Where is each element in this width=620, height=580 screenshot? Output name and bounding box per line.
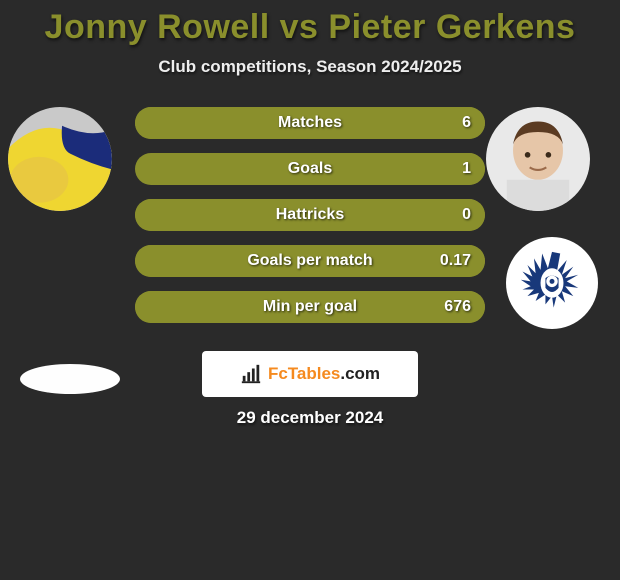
subtitle: Club competitions, Season 2024/2025 (0, 57, 620, 77)
stat-row: Goals1 (135, 153, 485, 185)
date-label: 29 december 2024 (0, 408, 620, 428)
stat-label: Goals per match (135, 245, 485, 277)
comparison-card: Jonny Rowell vs Pieter Gerkens Club comp… (0, 0, 620, 580)
stat-value-right: 676 (444, 291, 471, 323)
stat-label: Min per goal (135, 291, 485, 323)
stat-bars: Matches6Goals1Hattricks0Goals per match0… (135, 107, 485, 337)
stat-value-right: 0 (462, 199, 471, 231)
club-right-badge (506, 237, 598, 329)
stat-value-right: 0.17 (440, 245, 471, 277)
stat-row: Min per goal676 (135, 291, 485, 323)
stat-label: Matches (135, 107, 485, 139)
player-left-avatar (8, 107, 112, 211)
content-area: Matches6Goals1Hattricks0Goals per match0… (0, 107, 620, 347)
stat-row: Hattricks0 (135, 199, 485, 231)
stat-label: Goals (135, 153, 485, 185)
stat-value-right: 1 (462, 153, 471, 185)
club-left-badge (20, 364, 120, 394)
brand-text: FcTables.com (268, 364, 380, 384)
page-title: Jonny Rowell vs Pieter Gerkens (0, 0, 620, 47)
stat-label: Hattricks (135, 199, 485, 231)
chief-head-icon (511, 242, 593, 324)
bar-chart-icon (240, 363, 262, 385)
brand-badge[interactable]: FcTables.com (202, 351, 418, 397)
stat-row: Matches6 (135, 107, 485, 139)
stat-value-right: 6 (462, 107, 471, 139)
player-right-avatar (486, 107, 590, 211)
stat-row: Goals per match0.17 (135, 245, 485, 277)
